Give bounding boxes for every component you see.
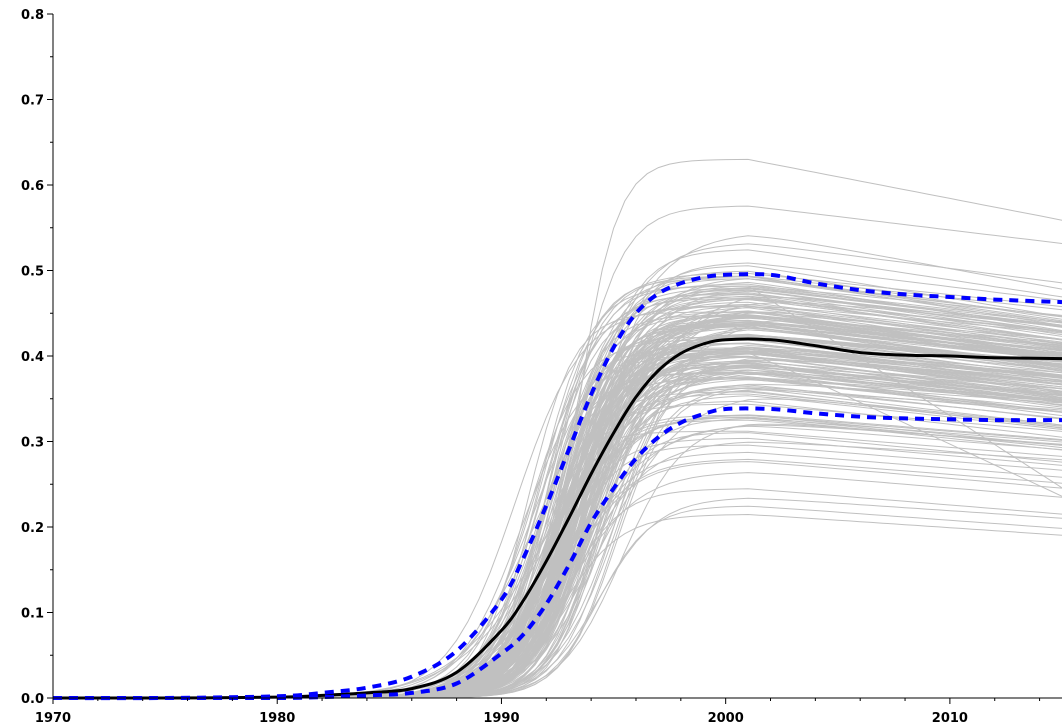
simulation-lines [53,158,1062,699]
x-tick-label: 1990 [483,711,519,726]
y-tick-label: 0.8 [21,8,44,23]
y-tick-label: 0.6 [21,179,44,194]
median-line [52,337,1062,700]
y-tick-label: 0.0 [21,692,44,707]
ticks: 0.0 0.1 0.2 0.3 0.4 0.5 0.6 0.7 0.8 1970 1980 1990 2… [21,8,1041,726]
y-tick-label: 0.7 [21,94,44,109]
x-tick-label: 2010 [932,711,968,726]
x-tick-label: 1980 [259,711,295,726]
upper-bound-line [52,272,1062,701]
x-tick-label: 2000 [708,711,744,726]
y-tick-label: 0.2 [21,521,44,536]
y-tick-label: 0.1 [21,607,44,622]
x-tick-label: 1970 [35,711,71,726]
series-lines [52,272,1062,701]
y-tick-label: 0.3 [21,436,44,451]
y-tick-label: 0.5 [21,265,44,280]
lower-bound-line [53,406,1062,701]
y-tick-label: 0.4 [21,350,44,365]
